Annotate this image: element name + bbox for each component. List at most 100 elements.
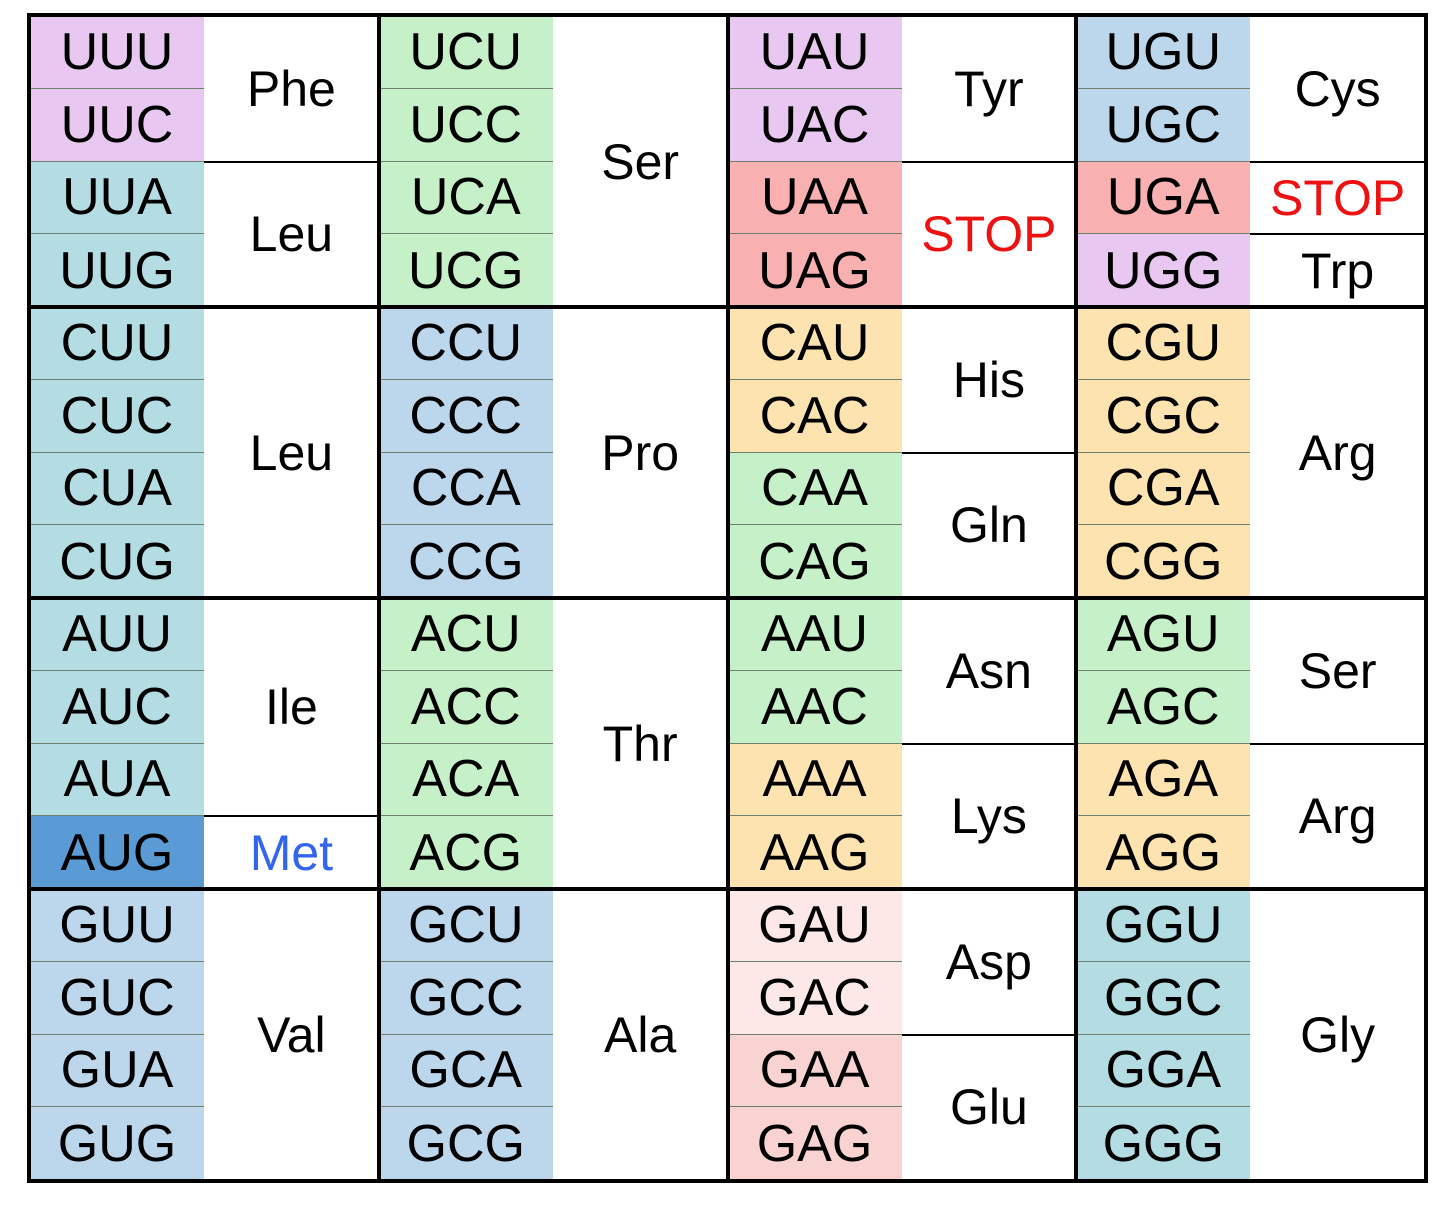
codon-cell: UGA bbox=[1076, 161, 1251, 235]
amino-acid-label: Ala bbox=[552, 889, 728, 1180]
amino-acid-label: Leu bbox=[204, 161, 379, 307]
codon-cell: UUG bbox=[30, 234, 204, 307]
codon-cell: GCA bbox=[378, 1034, 553, 1108]
amino-acid-label: Arg bbox=[1250, 743, 1425, 889]
codon-cell: CCU bbox=[378, 307, 553, 380]
amino-acid-label: Glu bbox=[901, 1034, 1077, 1180]
amino-acid-label: Gly bbox=[1250, 889, 1425, 1180]
codon-cell: CGC bbox=[1076, 379, 1251, 453]
codon-cell: AGU bbox=[1076, 598, 1251, 671]
codon-cell: GAG bbox=[727, 1107, 902, 1180]
amino-acid-divider bbox=[901, 451, 1077, 454]
codon-cell: GCC bbox=[378, 961, 553, 1035]
codon-cell: UAA bbox=[727, 161, 902, 235]
amino-acid-divider bbox=[204, 160, 379, 163]
codon-cell: UGU bbox=[1076, 16, 1251, 89]
codon-cell: AGA bbox=[1076, 743, 1251, 817]
codon-cell: ACA bbox=[378, 743, 553, 817]
codon-cell: GAC bbox=[727, 961, 902, 1035]
amino-acid-label: Pro bbox=[552, 307, 728, 598]
column-border bbox=[376, 16, 381, 1180]
codon-cell: ACC bbox=[378, 670, 553, 744]
codon-cell: UUA bbox=[30, 161, 204, 235]
amino-acid-label: Asn bbox=[901, 598, 1077, 744]
codon-cell: CCG bbox=[378, 525, 553, 598]
codon-cell: CAA bbox=[727, 452, 902, 526]
codon-cell: CUU bbox=[30, 307, 204, 380]
codon-cell: UAU bbox=[727, 16, 902, 89]
amino-acid-label: Cys bbox=[1250, 16, 1425, 162]
codon-cell: GCU bbox=[378, 889, 553, 962]
codon-cell: UUU bbox=[30, 16, 204, 89]
codon-cell: AAU bbox=[727, 598, 902, 671]
codon-cell: GUC bbox=[30, 961, 204, 1035]
codon-cell: UUC bbox=[30, 88, 204, 162]
codon-cell: CCC bbox=[378, 379, 553, 453]
amino-acid-label: Val bbox=[204, 889, 379, 1180]
column-border bbox=[725, 16, 730, 1180]
amino-acid-label: Thr bbox=[552, 598, 728, 889]
codon-cell: CUG bbox=[30, 525, 204, 598]
codon-cell: AGG bbox=[1076, 816, 1251, 889]
codon-cell: UCA bbox=[378, 161, 553, 235]
codon-cell: CCA bbox=[378, 452, 553, 526]
amino-acid-label: Asp bbox=[901, 889, 1077, 1035]
amino-acid-label: STOP bbox=[901, 161, 1077, 307]
amino-acid-divider bbox=[901, 1033, 1077, 1036]
codon-cell: ACU bbox=[378, 598, 553, 671]
amino-acid-divider bbox=[1250, 160, 1425, 163]
amino-acid-label: Met bbox=[204, 816, 379, 889]
codon-cell: CAU bbox=[727, 307, 902, 380]
column-border bbox=[1074, 16, 1079, 1180]
codon-cell: GGC bbox=[1076, 961, 1251, 1035]
codon-cell: UCC bbox=[378, 88, 553, 162]
amino-acid-divider bbox=[901, 742, 1077, 745]
codon-cell: CGU bbox=[1076, 307, 1251, 380]
codon-cell: CAG bbox=[727, 525, 902, 598]
codon-cell: AAG bbox=[727, 816, 902, 889]
codon-cell: UCG bbox=[378, 234, 553, 307]
amino-acid-divider bbox=[204, 815, 379, 818]
codon-cell: AUC bbox=[30, 670, 204, 744]
amino-acid-label: His bbox=[901, 307, 1077, 453]
codon-cell: GUU bbox=[30, 889, 204, 962]
codon-cell: UAC bbox=[727, 88, 902, 162]
amino-acid-label: Ser bbox=[1250, 598, 1425, 744]
codon-cell: GCG bbox=[378, 1107, 553, 1180]
codon-cell: AUU bbox=[30, 598, 204, 671]
amino-acid-divider bbox=[1250, 233, 1425, 236]
codon-cell: AAA bbox=[727, 743, 902, 817]
codon-cell: GAU bbox=[727, 889, 902, 962]
codon-cell: UAG bbox=[727, 234, 902, 307]
codon-cell: CGA bbox=[1076, 452, 1251, 526]
codon-cell: ACG bbox=[378, 816, 553, 889]
amino-acid-label: Trp bbox=[1250, 234, 1425, 307]
codon-cell: AAC bbox=[727, 670, 902, 744]
amino-acid-label: Ser bbox=[552, 16, 728, 307]
codon-cell: UGG bbox=[1076, 234, 1251, 307]
codon-cell: AGC bbox=[1076, 670, 1251, 744]
codon-cell: UCU bbox=[378, 16, 553, 89]
codon-cell: GGG bbox=[1076, 1107, 1251, 1180]
amino-acid-label: STOP bbox=[1250, 161, 1425, 235]
amino-acid-label: Lys bbox=[901, 743, 1077, 889]
amino-acid-label: Phe bbox=[204, 16, 379, 162]
codon-cell: GGA bbox=[1076, 1034, 1251, 1108]
codon-cell: CAC bbox=[727, 379, 902, 453]
codon-cell: GGU bbox=[1076, 889, 1251, 962]
amino-acid-divider bbox=[1250, 742, 1425, 745]
codon-cell: CGG bbox=[1076, 525, 1251, 598]
amino-acid-label: Tyr bbox=[901, 16, 1077, 162]
codon-cell: AUA bbox=[30, 743, 204, 817]
codon-cell: UGC bbox=[1076, 88, 1251, 162]
codon-cell: GAA bbox=[727, 1034, 902, 1108]
amino-acid-label: Arg bbox=[1250, 307, 1425, 598]
amino-acid-divider bbox=[901, 160, 1077, 163]
amino-acid-label: Gln bbox=[901, 452, 1077, 598]
codon-cell: GUG bbox=[30, 1107, 204, 1180]
amino-acid-label: Ile bbox=[204, 598, 379, 817]
codon-cell: AUG bbox=[30, 816, 204, 889]
codon-cell: GUA bbox=[30, 1034, 204, 1108]
codon-cell: CUC bbox=[30, 379, 204, 453]
